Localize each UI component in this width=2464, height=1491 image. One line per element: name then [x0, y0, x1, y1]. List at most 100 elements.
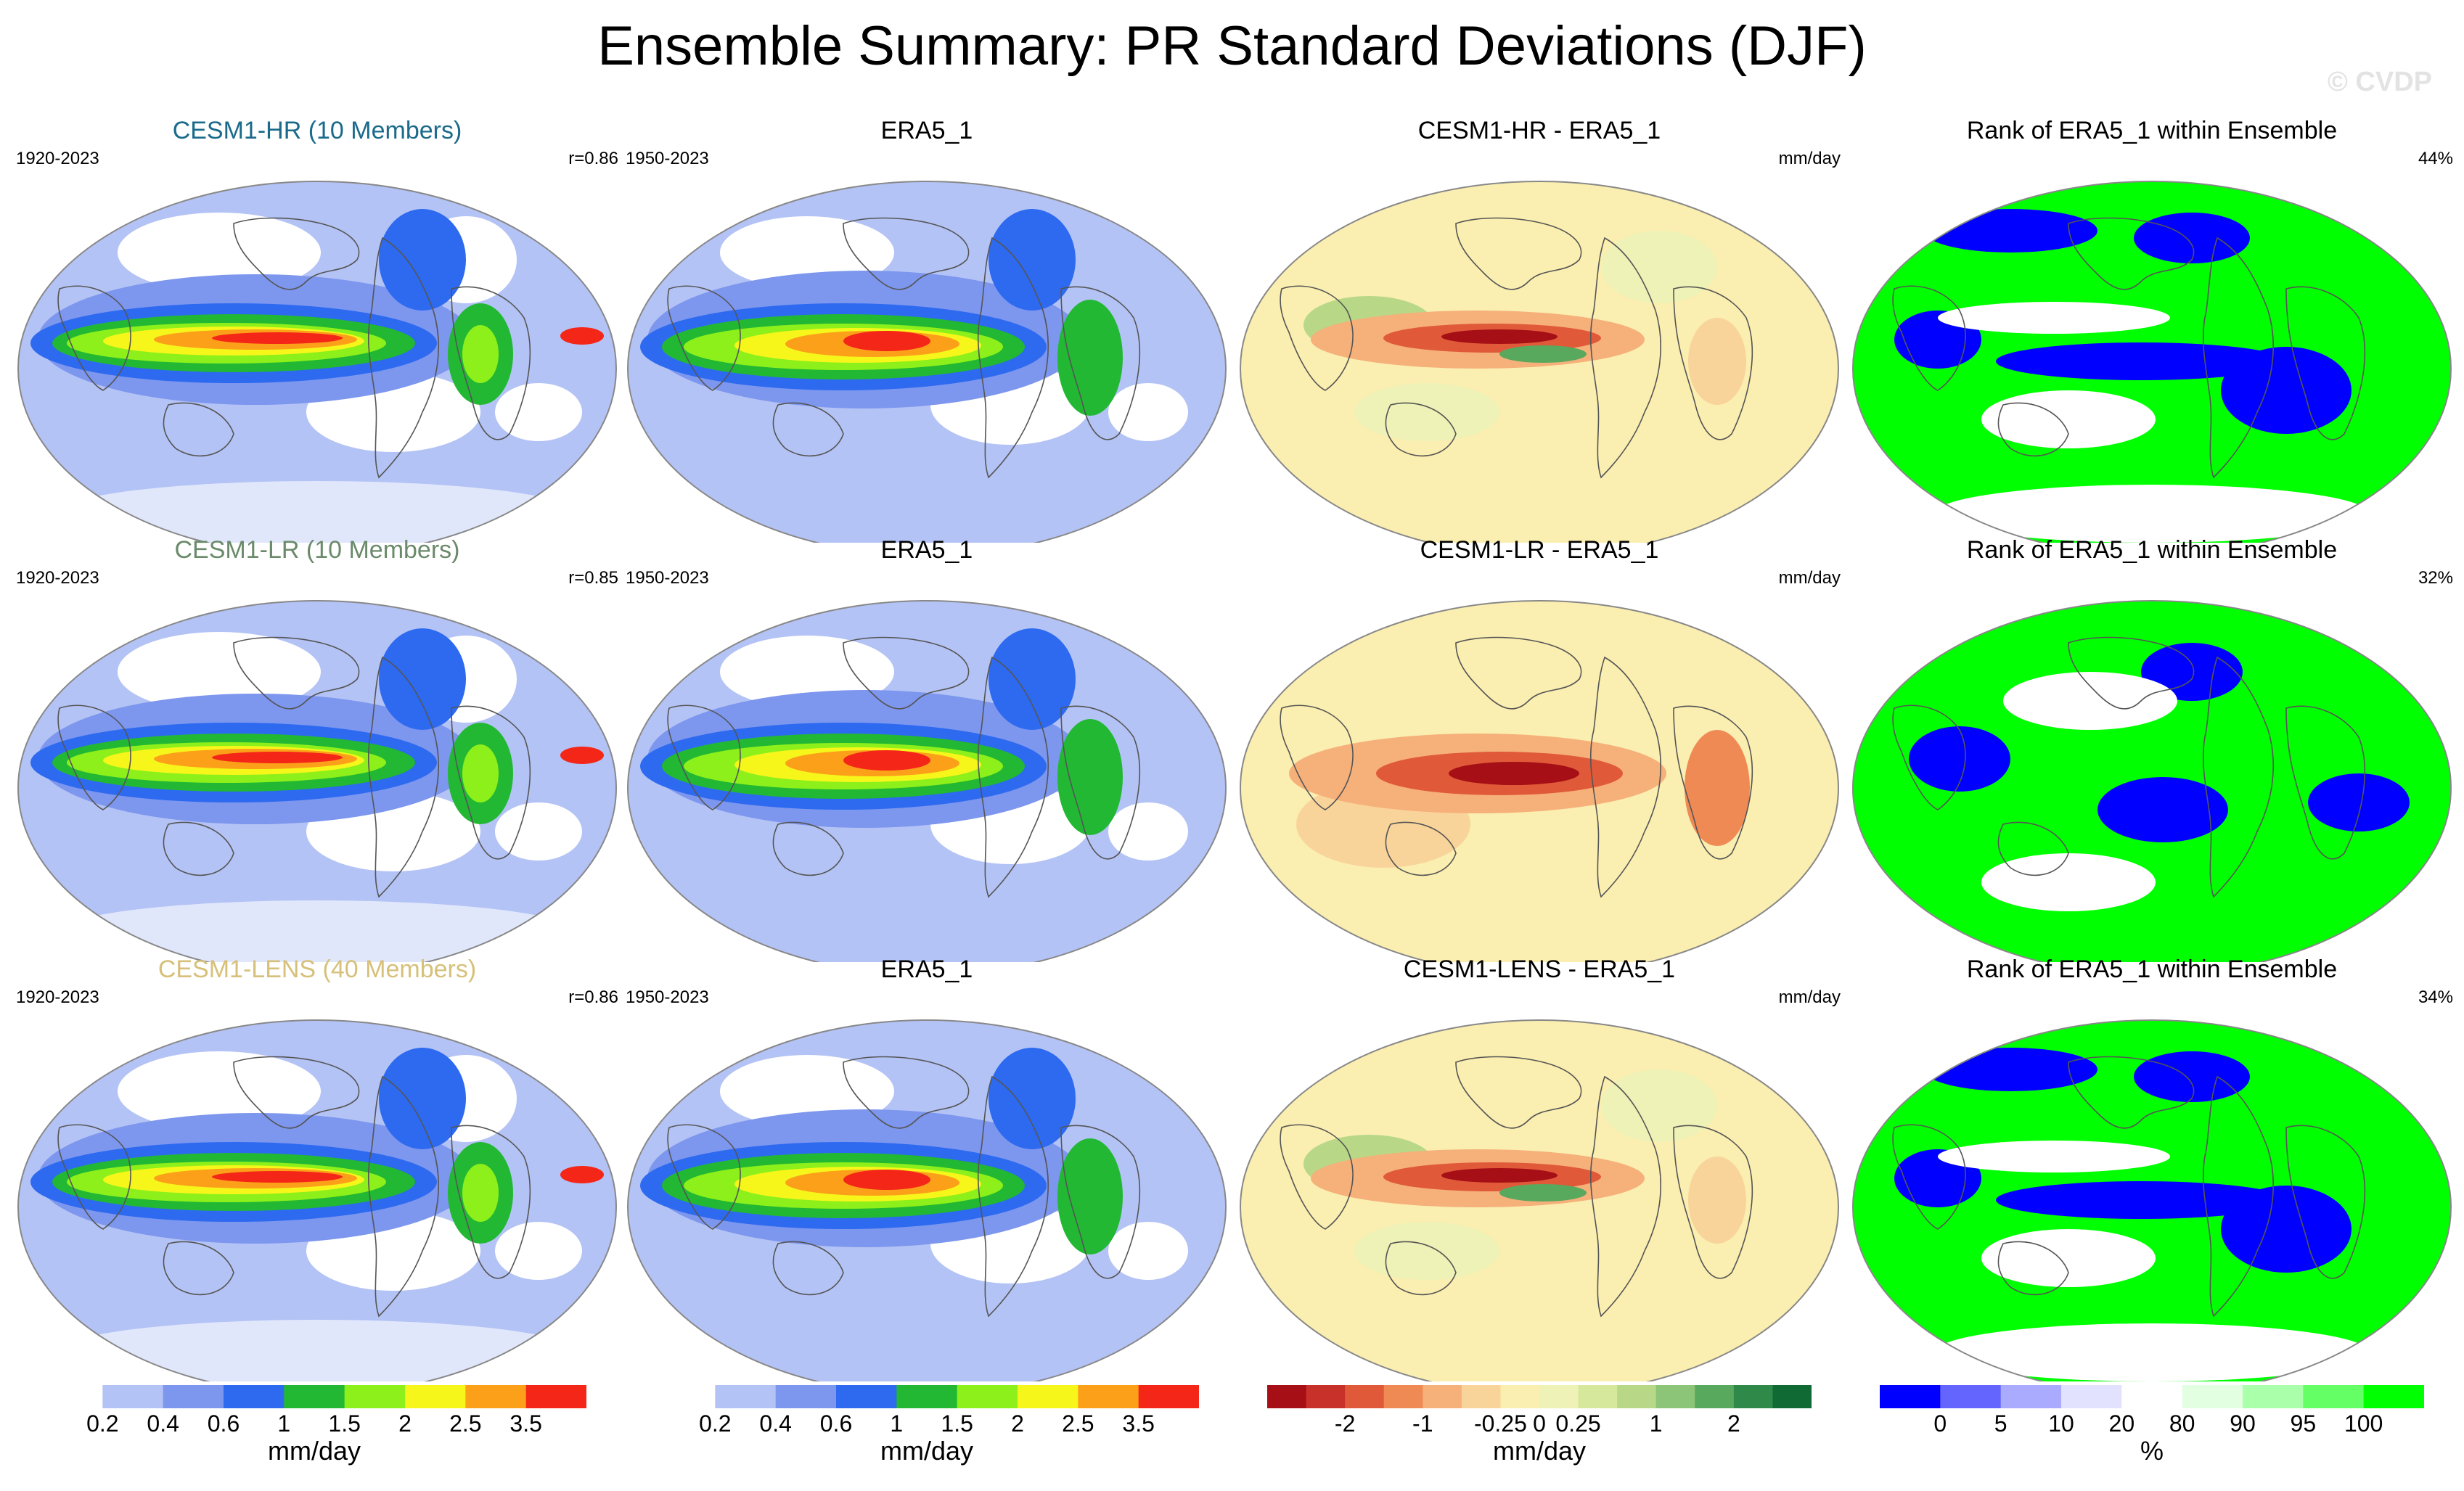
percent-label: 44% [2418, 149, 2453, 168]
colorbar-swatch [957, 1385, 1018, 1408]
colorbar-tick-label: 1.5 [941, 1410, 973, 1437]
colorbar-swatch [163, 1385, 224, 1408]
panel-rank-row-1: Rank of ERA5_1 within Ensemble 44% [1851, 116, 2453, 522]
panel-model-row-1: CESM1-HR (10 Members) 1920-2023 r=0.86 [16, 116, 618, 522]
colorbar-tick-label: 10 [2048, 1410, 2074, 1437]
colorbar-swatch [1940, 1385, 2002, 1408]
percent-label: 34% [2418, 987, 2453, 1007]
colorbar-swatch [1772, 1385, 1812, 1408]
panel-obs-row-1: ERA5_1 1950-2023 [626, 116, 1228, 522]
colorbar-swatch [1345, 1385, 1385, 1408]
colorbar-tick-label: 0.6 [819, 1410, 853, 1437]
colorbar-swatch [2303, 1385, 2365, 1408]
colorbar-units: mm/day [880, 1436, 974, 1466]
map-obs-row-3 [626, 975, 1228, 1381]
map-diff-row-1 [1238, 136, 1841, 543]
colorbar-tick-label: 20 [2108, 1410, 2135, 1437]
colorbar-tick-label: 1 [277, 1410, 291, 1437]
panel-title: CESM1-HR - ERA5_1 [1417, 117, 1661, 144]
colorbar-tick-label: 0.4 [759, 1410, 792, 1437]
panel-rank-row-2: Rank of ERA5_1 within Ensemble 32% [1851, 535, 2453, 942]
colorbar-swatch [1539, 1385, 1579, 1408]
colorbar-model: mm/day 0.2 0.4 0.6 1 1.5 2 2.5 3.5 [42, 1384, 586, 1471]
colorbar-tick-label: 1 [1649, 1410, 1663, 1437]
panel-title: CESM1-LENS - ERA5_1 [1403, 956, 1676, 983]
panel-title: CESM1-HR (10 Members) [172, 117, 462, 144]
colorbar-swatch [465, 1385, 527, 1408]
period-label: 1920-2023 [16, 987, 99, 1007]
panel-rank-row-3: Rank of ERA5_1 within Ensemble 34% [1851, 955, 2453, 1361]
correlation-label: r=0.85 [568, 568, 618, 588]
map-model-row-3 [16, 975, 618, 1381]
colorbar-tick-label: 5 [1994, 1410, 2007, 1437]
colorbar-swatch [284, 1385, 345, 1408]
colorbar-swatch [2243, 1385, 2304, 1408]
colorbar-tick-label: 0.6 [207, 1410, 240, 1437]
units-label: mm/day [1778, 568, 1841, 588]
panel-title: Rank of ERA5_1 within Ensemble [1966, 956, 2338, 983]
colorbar-units: mm/day [1492, 1436, 1587, 1466]
map-model-row-2 [16, 556, 618, 962]
colorbar-swatch [1267, 1385, 1307, 1408]
percent-label: 32% [2418, 568, 2453, 588]
colorbar-swatch [2182, 1385, 2243, 1408]
colorbar-swatches [1267, 1385, 1812, 1408]
map-rank-row-2 [1851, 556, 2453, 962]
watermark: © CVDP [2327, 67, 2432, 97]
colorbar-tick-label: 1.5 [328, 1410, 361, 1437]
period-label: 1920-2023 [16, 568, 99, 588]
colorbar-tick-label: -2 [1334, 1410, 1356, 1437]
units-label: mm/day [1778, 987, 1841, 1007]
colorbar-tick-label: 0.2 [86, 1410, 119, 1437]
colorbar-swatch [1880, 1385, 1941, 1408]
map-rank-row-3 [1851, 975, 2453, 1381]
colorbar-swatches [42, 1385, 586, 1408]
colorbar-tick-label: 3.5 [509, 1410, 542, 1437]
colorbar-tick-label: 2 [1011, 1410, 1024, 1437]
panel-title: ERA5_1 [880, 117, 973, 144]
colorbar-swatch [655, 1385, 716, 1408]
colorbar-swatch [1733, 1385, 1773, 1408]
colorbar-tick-label: 95 [2290, 1410, 2317, 1437]
panel-obs-row-2: ERA5_1 1950-2023 [626, 535, 1228, 942]
colorbar-tick-label: 3.5 [1122, 1410, 1155, 1437]
colorbar-swatch [1138, 1385, 1199, 1408]
colorbar-tick-label: 100 [2344, 1410, 2383, 1437]
map-diff-row-3 [1238, 975, 1841, 1381]
colorbar-swatch [1078, 1385, 1139, 1408]
colorbar-tick-label: -1 [1412, 1410, 1433, 1437]
colorbar-swatch [525, 1385, 586, 1408]
map-diff-row-2 [1238, 556, 1841, 962]
panel-model-row-2: CESM1-LR (10 Members) 1920-2023 r=0.85 [16, 535, 618, 942]
colorbar-swatch [405, 1385, 466, 1408]
colorbar-tick-label: 0 [1533, 1410, 1546, 1437]
panel-title: CESM1-LR - ERA5_1 [1420, 536, 1659, 564]
colorbar-swatch [2000, 1385, 2062, 1408]
panel-title: Rank of ERA5_1 within Ensemble [1966, 536, 2338, 564]
map-rank-row-1 [1851, 136, 2453, 543]
colorbar-swatch [715, 1385, 777, 1408]
map-model-row-1 [16, 136, 618, 543]
map-obs-row-1 [626, 136, 1228, 543]
colorbar-tick-label: 0.4 [147, 1410, 179, 1437]
colorbar-swatch [2061, 1385, 2122, 1408]
colorbar-swatches [1880, 1385, 2424, 1408]
colorbar-swatch [224, 1385, 285, 1408]
colorbar-tick-label: 0.25 [1555, 1410, 1601, 1437]
colorbar-swatch [1423, 1385, 1462, 1408]
panel-title: CESM1-LR (10 Members) [174, 536, 460, 564]
colorbar-swatch [1383, 1385, 1423, 1408]
period-label: 1950-2023 [626, 987, 709, 1007]
units-label: mm/day [1778, 149, 1841, 168]
colorbar-swatch [1578, 1385, 1618, 1408]
panel-title: ERA5_1 [880, 956, 973, 983]
figure-title: Ensemble Summary: PR Standard Deviations… [597, 15, 1867, 77]
colorbar-tick-label: 90 [2230, 1410, 2256, 1437]
map-obs-row-2 [626, 556, 1228, 962]
colorbar-swatch [344, 1385, 406, 1408]
panel-title: ERA5_1 [880, 536, 973, 564]
colorbar-swatch [1018, 1385, 1078, 1408]
panel-diff-row-3: CESM1-LENS - ERA5_1 mm/day [1238, 955, 1841, 1361]
colorbar-swatch [775, 1385, 837, 1408]
colorbar-tick-label: 2.5 [449, 1410, 482, 1437]
